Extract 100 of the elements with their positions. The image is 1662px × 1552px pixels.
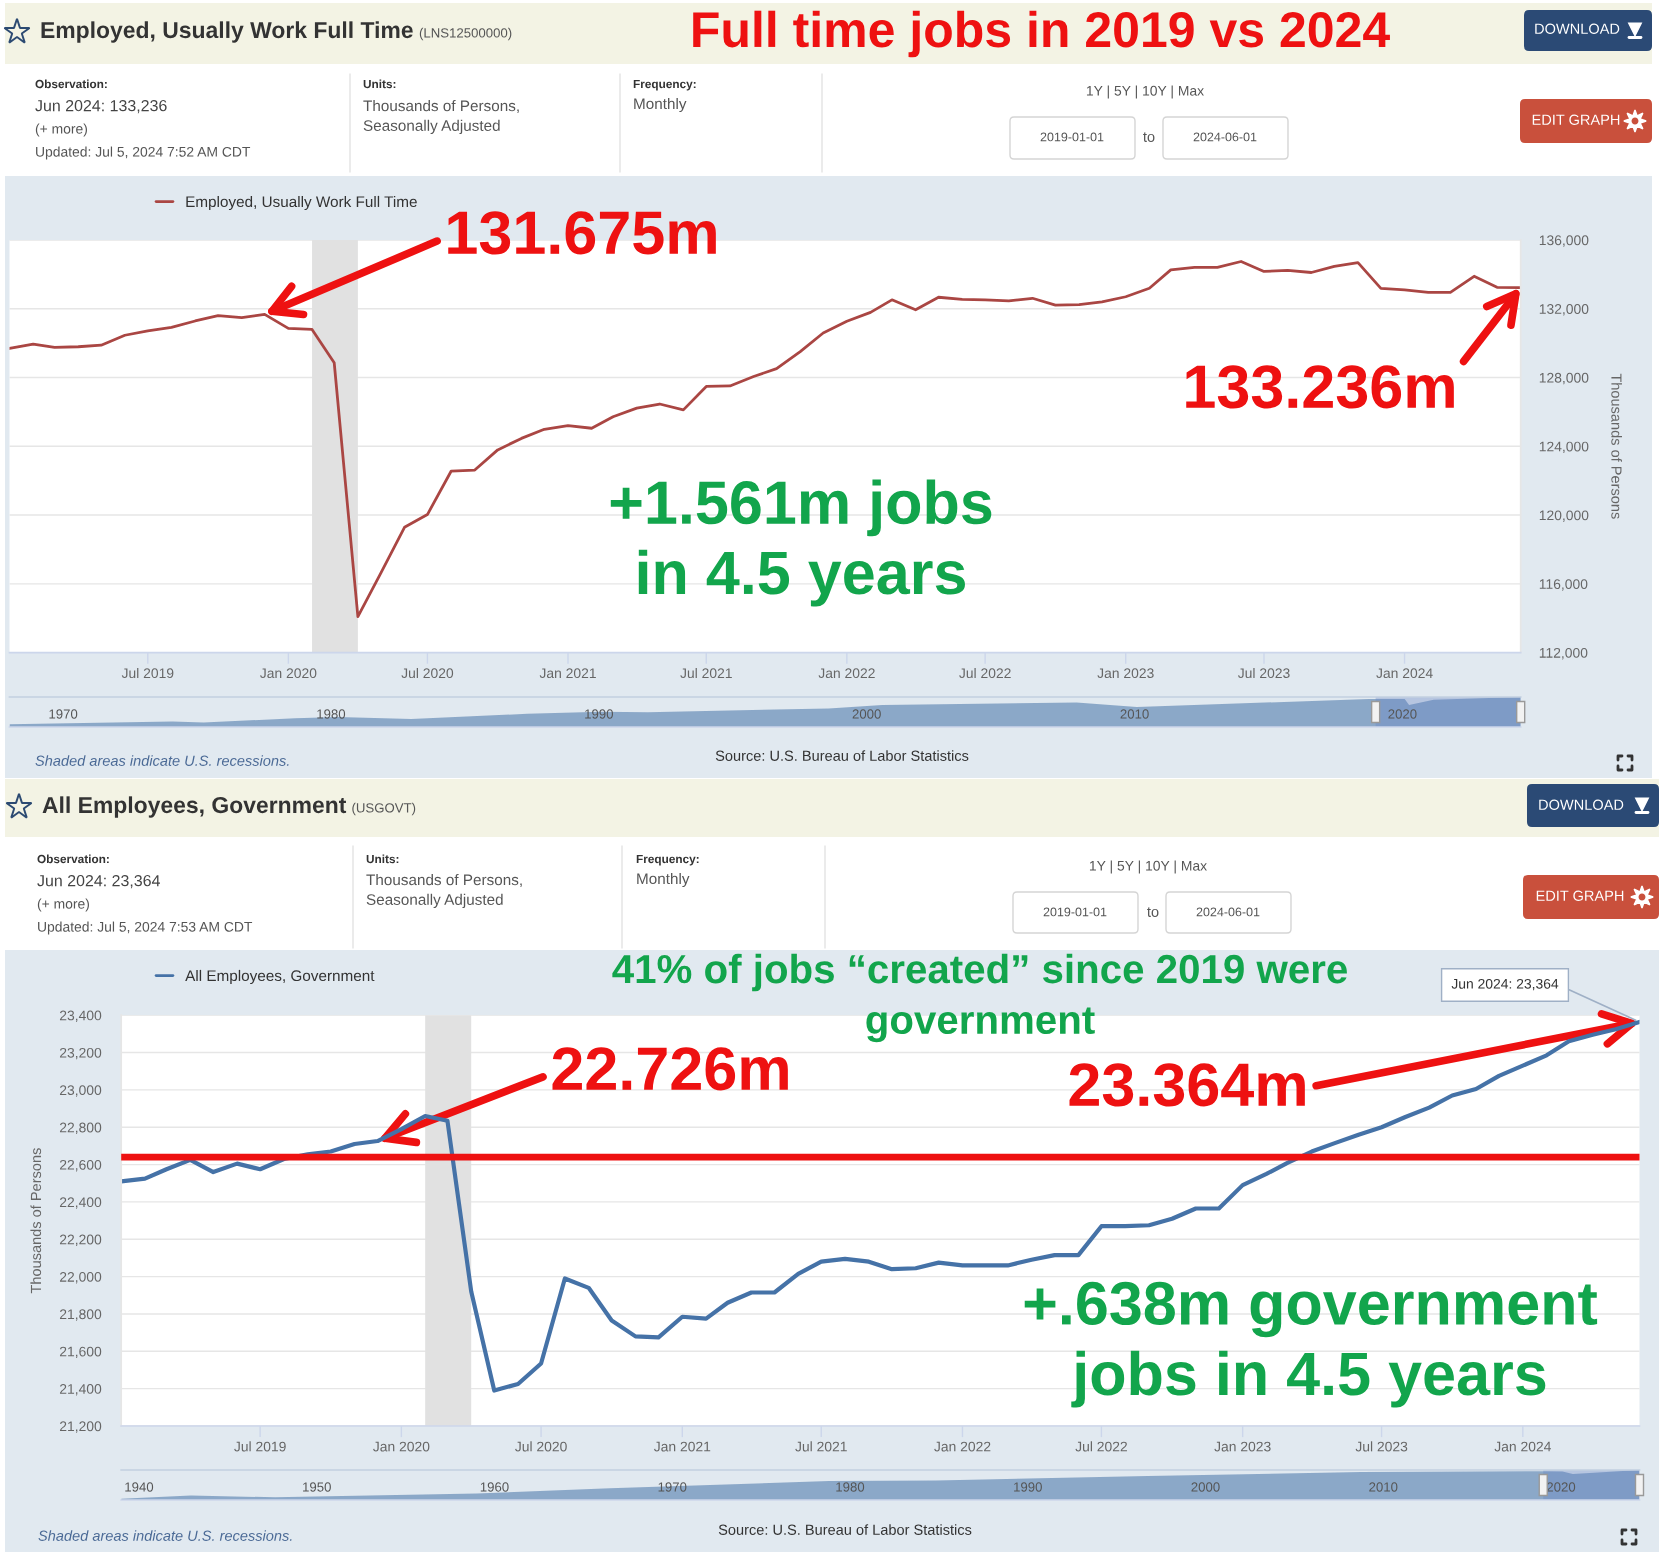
x-tick-label: 2010 bbox=[1120, 709, 1149, 719]
x-tick-label: Jan 2023 bbox=[1214, 1441, 1271, 1452]
y-tick-label: 21,600 bbox=[59, 1346, 102, 1359]
chart-title: Employed, Usually Work Full Time bbox=[41, 21, 413, 43]
x-tick-label: Jan 2021 bbox=[539, 668, 596, 679]
annotation: +1.561m jobs in 4.5 years bbox=[610, 479, 992, 607]
x-tick-label: 1940 bbox=[125, 1482, 154, 1492]
annotation: 23.364m bbox=[1069, 1063, 1305, 1107]
text: Units: bbox=[363, 79, 396, 89]
x-tick-label: 2020 bbox=[1388, 709, 1417, 719]
text: Observation: bbox=[35, 79, 107, 89]
text: DOWNLOAD bbox=[1539, 799, 1624, 810]
x-tick-label: Jan 2024 bbox=[1494, 1441, 1551, 1452]
y-axis-title: Thousands of Persons bbox=[1611, 373, 1622, 519]
text: EDIT GRAPH bbox=[1532, 114, 1620, 125]
text: Units: bbox=[366, 854, 399, 864]
y-tick-label: 136,000 bbox=[1539, 235, 1589, 247]
x-tick-label: 1970 bbox=[49, 709, 78, 719]
x-tick-label: Jul 2021 bbox=[680, 667, 732, 679]
x-tick-label: Jul 2020 bbox=[401, 667, 454, 679]
x-tick-label: Jul 2019 bbox=[121, 667, 174, 679]
y-tick-label: 23,400 bbox=[59, 1010, 102, 1023]
text: 2019-01-01 bbox=[1040, 132, 1104, 142]
y-tick-label: 112,000 bbox=[1539, 647, 1588, 660]
annotation: 133.236m bbox=[1186, 365, 1454, 409]
x-tick-label: Jul 2023 bbox=[1237, 667, 1290, 679]
annotation: 131.675m bbox=[448, 211, 716, 255]
x-tick-label: Jul 2019 bbox=[234, 1441, 286, 1452]
text: (+ more) bbox=[37, 898, 89, 912]
text: 2019-01-01 bbox=[1043, 907, 1107, 917]
text: 1Y | 5Y | 10Y | Max bbox=[1086, 85, 1204, 99]
legend-label: Employed, Usually Work Full Time bbox=[186, 195, 417, 211]
y-tick-label: 128,000 bbox=[1539, 372, 1589, 385]
text: Full time jobs in 2019 vs 2024 bbox=[693, 10, 1390, 58]
y-tick-label: 124,000 bbox=[1539, 441, 1589, 454]
y-tick-label: 22,200 bbox=[59, 1234, 102, 1247]
y-tick-label: 21,800 bbox=[59, 1309, 102, 1321]
text: Updated: Jul 5, 2024 7:52 AM CDT bbox=[36, 146, 251, 160]
source-note: Source: U.S. Bureau of Labor Statistics bbox=[715, 750, 969, 761]
chart-title: All Employees, Government bbox=[42, 796, 347, 818]
text: Shaded areas indicate U.S. recessions. bbox=[38, 1530, 292, 1541]
x-tick-label: Jan 2022 bbox=[818, 668, 875, 679]
text: 2024-06-01 bbox=[1196, 907, 1260, 917]
x-tick-label: Jan 2020 bbox=[260, 668, 317, 679]
x-tick-label: Jul 2022 bbox=[959, 667, 1011, 679]
text: Frequency: bbox=[633, 79, 696, 91]
text: to bbox=[1147, 907, 1159, 917]
x-tick-label: Jul 2020 bbox=[515, 1441, 567, 1452]
x-tick-label: 2020 bbox=[1546, 1482, 1576, 1492]
chart-subtitle: (LNS12500000) bbox=[419, 27, 512, 41]
text: Monthly bbox=[637, 872, 690, 888]
text: Jun 2024: 23,364 bbox=[37, 874, 160, 889]
annotation: Jun 2024: 23,364 bbox=[1451, 978, 1559, 991]
text: (+ more) bbox=[35, 123, 87, 137]
y-tick-label: 22,600 bbox=[59, 1159, 102, 1172]
y-tick-label: 132,000 bbox=[1539, 304, 1589, 316]
y-tick-label: 23,200 bbox=[59, 1047, 102, 1060]
text: Updated: Jul 5, 2024 7:53 AM CDT bbox=[38, 921, 253, 935]
text: Thousands of Persons, Seasonally Adjusted bbox=[366, 873, 522, 909]
y-tick-label: 120,000 bbox=[1539, 510, 1589, 522]
text: 1Y | 5Y | 10Y | Max bbox=[1089, 860, 1207, 874]
text: DOWNLOAD bbox=[1535, 23, 1620, 34]
annotation: +.638m government jobs in 4.5 years bbox=[1024, 1281, 1598, 1408]
y-tick-label: 22,400 bbox=[59, 1197, 102, 1209]
x-tick-label: Jan 2023 bbox=[1097, 668, 1154, 679]
annotation: 22.726m bbox=[552, 1047, 788, 1091]
x-tick-label: 1950 bbox=[303, 1482, 331, 1492]
y-tick-label: 21,200 bbox=[59, 1421, 102, 1433]
text: 2024-06-01 bbox=[1193, 132, 1257, 142]
y-tick-label: 116,000 bbox=[1539, 579, 1588, 591]
text: EDIT GRAPH bbox=[1536, 890, 1624, 901]
x-tick-label: Jul 2023 bbox=[1355, 1441, 1408, 1452]
y-tick-label: 22,800 bbox=[59, 1122, 102, 1135]
x-tick-label: Jul 2021 bbox=[795, 1441, 847, 1452]
x-tick-label: Jan 2021 bbox=[653, 1441, 711, 1452]
y-axis-title: Thousands of Persons bbox=[30, 1148, 42, 1294]
text: Jun 2024: 133,236 bbox=[35, 99, 167, 114]
text: Thousands of Persons, Seasonally Adjusted bbox=[363, 99, 519, 135]
x-tick-label: 1980 bbox=[836, 1482, 865, 1492]
x-tick-label: 2000 bbox=[1191, 1482, 1220, 1492]
x-tick-label: 2000 bbox=[852, 709, 881, 719]
y-tick-label: 23,000 bbox=[59, 1085, 102, 1097]
x-tick-label: Jan 2022 bbox=[934, 1441, 991, 1452]
legend-label: All Employees, Government bbox=[185, 969, 375, 985]
x-tick-label: Jan 2024 bbox=[1376, 668, 1433, 679]
text: Shaded areas indicate U.S. recessions. bbox=[35, 755, 289, 766]
y-tick-label: 22,000 bbox=[59, 1271, 102, 1284]
x-tick-label: 1990 bbox=[585, 709, 613, 719]
text: to bbox=[1143, 132, 1155, 142]
x-tick-label: 1980 bbox=[317, 709, 346, 719]
source-note: Source: U.S. Bureau of Labor Statistics bbox=[718, 1524, 972, 1535]
text: Monthly bbox=[634, 97, 687, 113]
x-tick-label: 1960 bbox=[480, 1482, 509, 1492]
x-tick-label: Jul 2022 bbox=[1075, 1441, 1127, 1452]
x-tick-label: 2010 bbox=[1369, 1482, 1398, 1492]
chart-subtitle: (USGOVT) bbox=[352, 802, 416, 816]
x-tick-label: Jan 2020 bbox=[373, 1441, 430, 1452]
y-tick-label: 21,400 bbox=[59, 1383, 102, 1396]
annotation: 41% of jobs “created” since 2019 were government bbox=[612, 953, 1347, 1043]
text: Observation: bbox=[37, 854, 109, 864]
